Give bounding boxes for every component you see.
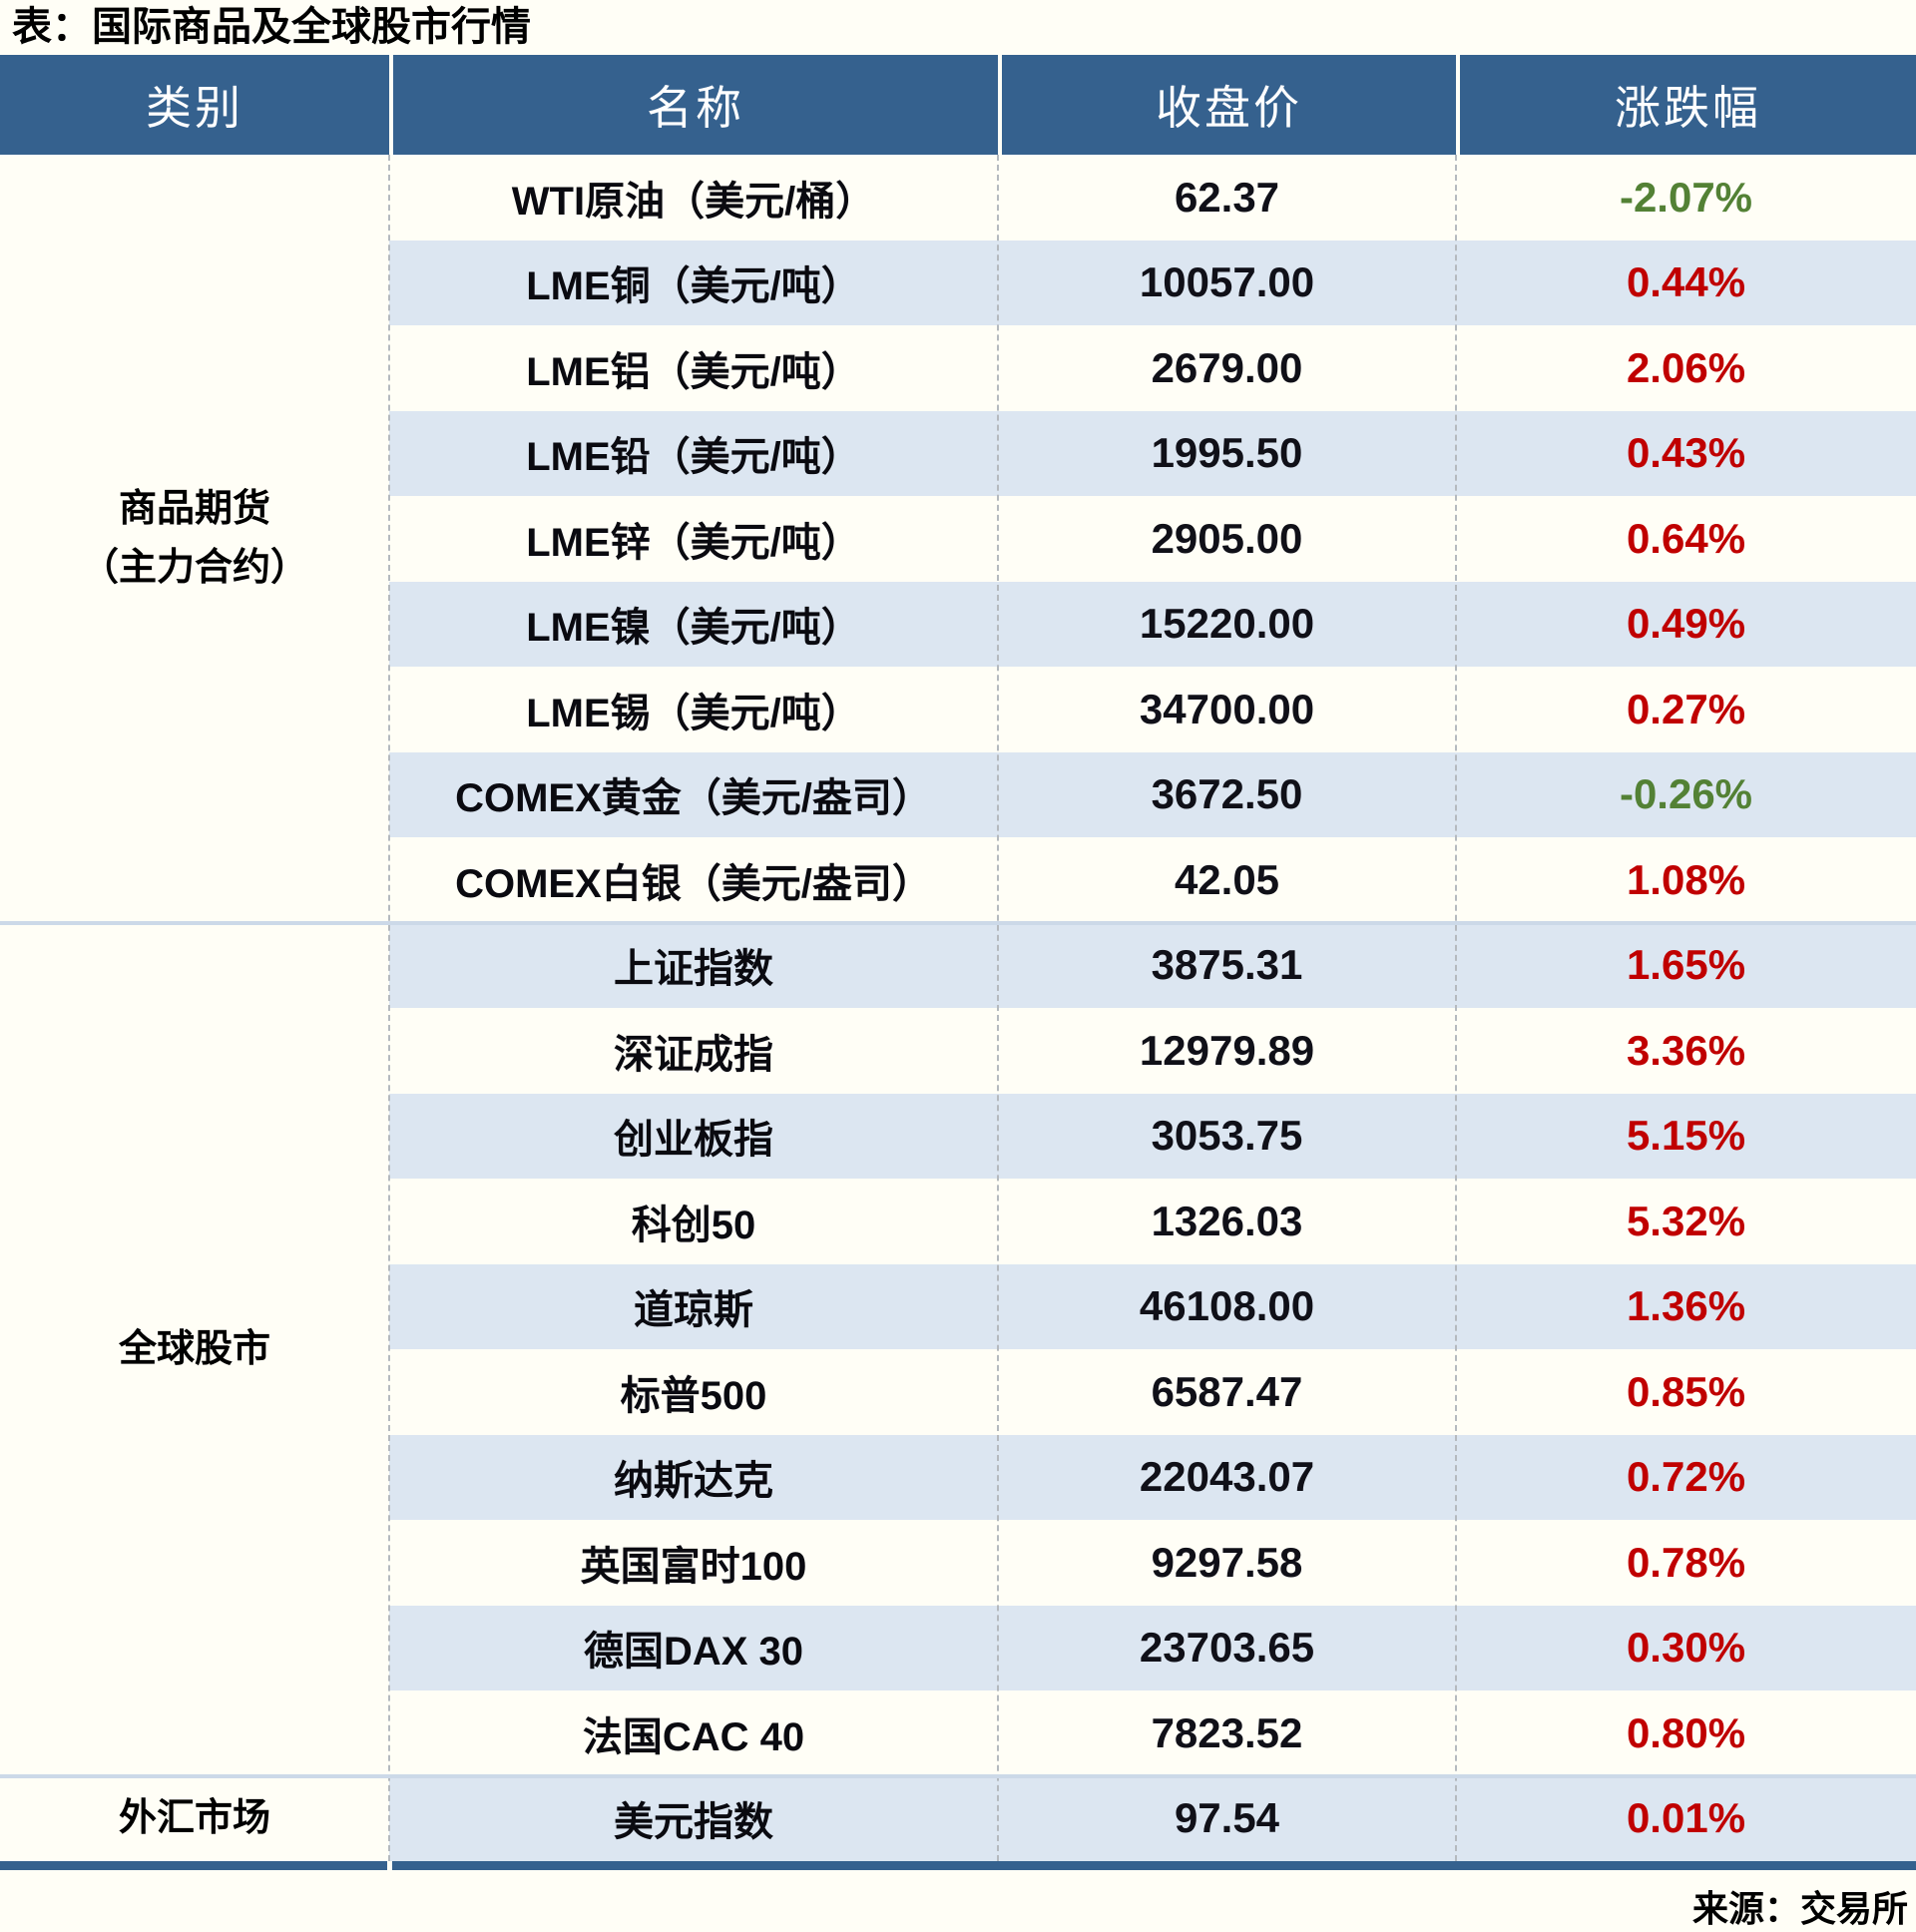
header-cell-change: 涨跌幅 bbox=[1456, 55, 1916, 155]
change-cell: -0.26% bbox=[1456, 751, 1916, 837]
close-cell: 2679.00 bbox=[1151, 343, 1303, 391]
name-cell: 纳斯达克 bbox=[389, 1434, 998, 1520]
table-row: COMEX黄金（美元/盎司） 3672.50 -0.26% bbox=[0, 751, 1916, 837]
category-cell-1: 全球股市 bbox=[118, 1327, 270, 1370]
table-row: LME锌（美元/吨） 2905.00 0.64% bbox=[0, 496, 1916, 582]
close-cell: 1995.50 bbox=[998, 410, 1456, 496]
table-row: 创业板指 3053.75 5.15% bbox=[0, 1093, 1916, 1179]
table-row: LME锡（美元/吨） 34700.00 0.27% bbox=[0, 667, 1916, 752]
name-cell: LME锌（美元/吨） bbox=[526, 520, 861, 565]
change-cell: 5.32% bbox=[1626, 1197, 1746, 1244]
group-divider-2 bbox=[0, 1773, 1916, 1778]
close-cell: 46108.00 bbox=[998, 1263, 1456, 1349]
table-row: 深证成指 12979.89 3.36% bbox=[0, 1008, 1916, 1094]
change-cell: 0.78% bbox=[1626, 1538, 1746, 1586]
table-row: COMEX白银（美元/盎司） 42.05 1.08% bbox=[0, 837, 1916, 923]
table-bottom-border bbox=[0, 1861, 1916, 1870]
change-cell: 0.85% bbox=[1626, 1367, 1746, 1415]
header-cell-category: 类别 bbox=[146, 83, 243, 134]
change-cell: 2.06% bbox=[1626, 343, 1746, 391]
table-header: 类别 名称 收盘价 涨跌幅 bbox=[0, 55, 1916, 155]
table-body: WTI原油（美元/桶） 62.37 -2.07% LME铜（美元/吨） 1005… bbox=[0, 155, 1916, 1861]
header-cell-name: 名称 bbox=[389, 55, 998, 155]
change-cell: 0.72% bbox=[1456, 1434, 1916, 1520]
close-cell: 2905.00 bbox=[1151, 514, 1303, 562]
name-cell: 上证指数 bbox=[389, 922, 998, 1008]
name-cell: 美元指数 bbox=[389, 1775, 998, 1861]
close-cell: 7823.52 bbox=[1151, 1708, 1303, 1756]
change-cell: 0.49% bbox=[1456, 581, 1916, 667]
table-row: 科创50 1326.03 5.32% bbox=[0, 1179, 1916, 1264]
table-row: 美元指数 97.54 0.01% bbox=[0, 1775, 1916, 1861]
close-cell: 23703.65 bbox=[998, 1605, 1456, 1690]
change-cell: 0.30% bbox=[1456, 1605, 1916, 1690]
table-row: 法国CAC 40 7823.52 0.80% bbox=[0, 1690, 1916, 1776]
name-cell: LME锡（美元/吨） bbox=[526, 691, 861, 735]
change-cell: 0.80% bbox=[1626, 1708, 1746, 1756]
change-cell: 1.08% bbox=[1626, 855, 1746, 903]
close-cell: 3875.31 bbox=[998, 922, 1456, 1008]
change-cell: 0.43% bbox=[1456, 410, 1916, 496]
change-cell: 0.44% bbox=[1456, 240, 1916, 325]
close-cell: 22043.07 bbox=[998, 1434, 1456, 1520]
close-cell: 12979.89 bbox=[1139, 1026, 1315, 1074]
change-cell: -2.07% bbox=[1619, 173, 1753, 221]
name-cell: 科创50 bbox=[631, 1203, 756, 1247]
table-row: WTI原油（美元/桶） 62.37 -2.07% bbox=[0, 155, 1916, 241]
table-row: 纳斯达克 22043.07 0.72% bbox=[0, 1434, 1916, 1520]
table-row: LME铝（美元/吨） 2679.00 2.06% bbox=[0, 325, 1916, 411]
column-divider-1 bbox=[388, 155, 390, 1861]
close-cell: 3672.50 bbox=[998, 751, 1456, 837]
change-cell: 1.36% bbox=[1456, 1263, 1916, 1349]
column-divider-2 bbox=[997, 155, 999, 1861]
name-cell: 深证成指 bbox=[614, 1032, 773, 1077]
source-note: 来源：交易所 bbox=[1691, 1888, 1908, 1929]
name-cell: 创业板指 bbox=[389, 1093, 998, 1179]
close-cell: 6587.47 bbox=[1151, 1367, 1303, 1415]
close-cell: 42.05 bbox=[1174, 855, 1280, 903]
table-row: 标普500 6587.47 0.85% bbox=[0, 1349, 1916, 1435]
table-row: 上证指数 3875.31 1.65% bbox=[0, 922, 1916, 1008]
table-row: 道琼斯 46108.00 1.36% bbox=[0, 1263, 1916, 1349]
table-row: LME铅（美元/吨） 1995.50 0.43% bbox=[0, 410, 1916, 496]
close-cell: 97.54 bbox=[998, 1775, 1456, 1861]
close-cell: 3053.75 bbox=[998, 1093, 1456, 1179]
change-cell: 3.36% bbox=[1626, 1026, 1746, 1074]
change-cell: 0.64% bbox=[1626, 514, 1746, 562]
table-row: LME镍（美元/吨） 15220.00 0.49% bbox=[0, 581, 1916, 667]
close-cell: 10057.00 bbox=[998, 240, 1456, 325]
close-cell: 62.37 bbox=[1174, 173, 1280, 221]
name-cell: 法国CAC 40 bbox=[582, 1714, 805, 1759]
change-cell: 0.27% bbox=[1626, 685, 1746, 732]
close-cell: 34700.00 bbox=[1139, 685, 1315, 732]
name-cell: 英国富时100 bbox=[580, 1544, 807, 1589]
change-cell: 1.65% bbox=[1456, 922, 1916, 1008]
table-row: 英国富时100 9297.58 0.78% bbox=[0, 1520, 1916, 1606]
header-cell-close: 收盘价 bbox=[998, 55, 1456, 155]
name-cell: WTI原油（美元/桶） bbox=[511, 179, 876, 224]
close-cell: 9297.58 bbox=[1151, 1538, 1303, 1586]
name-cell: LME铅（美元/吨） bbox=[389, 410, 998, 496]
table-title: 表：国际商品及全球股市行情 bbox=[12, 5, 531, 49]
name-cell: LME铜（美元/吨） bbox=[389, 240, 998, 325]
bottom-border-notch bbox=[387, 1861, 392, 1870]
name-cell: COMEX黄金（美元/盎司） bbox=[389, 751, 998, 837]
name-cell: LME镍（美元/吨） bbox=[389, 581, 998, 667]
close-cell: 1326.03 bbox=[1151, 1197, 1303, 1244]
column-divider-3 bbox=[1455, 155, 1457, 1861]
name-cell: 道琼斯 bbox=[389, 1263, 998, 1349]
change-cell: 5.15% bbox=[1456, 1093, 1916, 1179]
close-cell: 15220.00 bbox=[998, 581, 1456, 667]
category-cell-2: 外汇市场 bbox=[118, 1796, 270, 1839]
name-cell: LME铝（美元/吨） bbox=[526, 349, 861, 394]
name-cell: COMEX白银（美元/盎司） bbox=[455, 861, 932, 906]
table-row: 德国DAX 30 23703.65 0.30% bbox=[0, 1605, 1916, 1690]
category-cell-0: 商品期货 （主力合约） bbox=[80, 487, 308, 589]
change-cell: 0.01% bbox=[1456, 1775, 1916, 1861]
name-cell: 德国DAX 30 bbox=[389, 1605, 998, 1690]
name-cell: 标普500 bbox=[620, 1373, 767, 1418]
table-row: LME铜（美元/吨） 10057.00 0.44% bbox=[0, 240, 1916, 325]
group-divider-1 bbox=[0, 920, 1916, 925]
